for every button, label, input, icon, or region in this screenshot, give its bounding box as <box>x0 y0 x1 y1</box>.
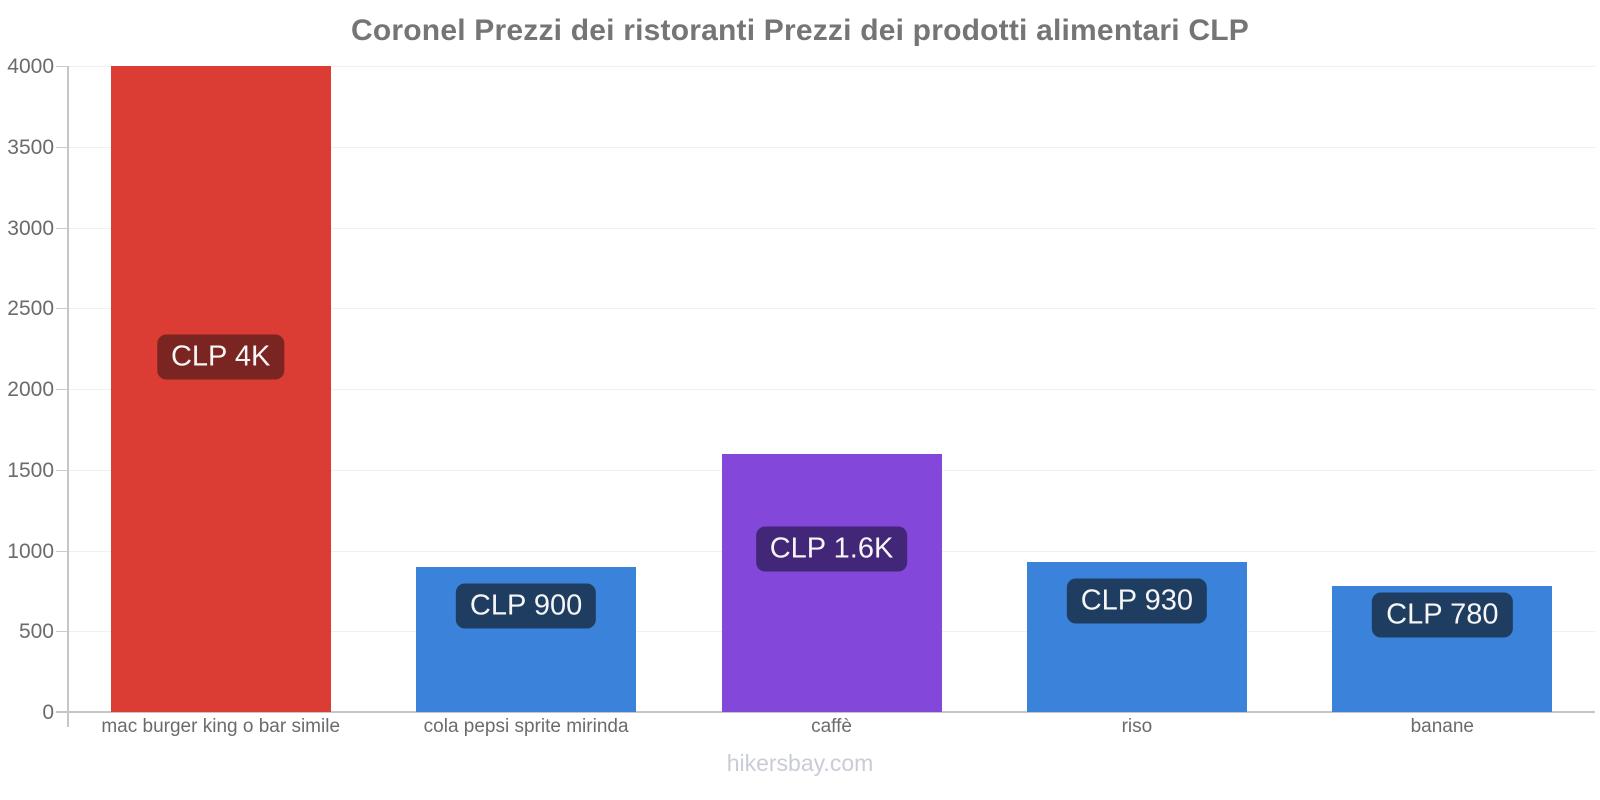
y-axis-tick <box>56 551 68 552</box>
x-category-label: riso <box>1121 716 1153 737</box>
bar-value-label: CLP 780 <box>1372 592 1513 638</box>
y-axis-tick <box>56 66 68 67</box>
bar-caffè[interactable] <box>721 453 942 712</box>
y-axis-tick <box>56 389 68 390</box>
y-tick-label: 3000 <box>7 217 54 240</box>
x-category-label: caffè <box>811 716 852 737</box>
chart-title: Coronel Prezzi dei ristoranti Prezzi dei… <box>351 14 1249 47</box>
gridline-2500 <box>68 308 1595 309</box>
bar-value-label: CLP 4K <box>156 334 285 380</box>
y-tick-label: 2500 <box>7 297 54 320</box>
y-axis-tick <box>56 308 68 309</box>
y-tick-label: 0 <box>42 701 54 724</box>
gridline-3000 <box>68 228 1595 229</box>
gridline-3500 <box>68 147 1595 148</box>
y-tick-label: 3500 <box>7 136 54 159</box>
bar-mac-burger-king-o-bar-simile[interactable] <box>110 66 331 712</box>
x-category-label: cola pepsi sprite mirinda <box>423 716 629 737</box>
x-category-label: banane <box>1410 716 1474 737</box>
y-tick-label: 1000 <box>7 540 54 563</box>
gridline-4000 <box>68 66 1595 67</box>
y-axis-tick <box>56 147 68 148</box>
bar-value-label: CLP 1.6K <box>755 526 908 572</box>
bar-value-label: CLP 930 <box>1066 578 1208 624</box>
watermark-text: hikersbay.com <box>726 750 874 776</box>
y-axis-tick <box>56 470 68 471</box>
y-tick-label: 500 <box>18 620 54 643</box>
bar-value-label: CLP 900 <box>455 583 597 629</box>
y-tick-label: 2000 <box>7 378 54 401</box>
y-axis-tick <box>56 228 68 229</box>
y-tick-label: 1500 <box>7 459 54 482</box>
gridline-2000 <box>68 389 1595 390</box>
y-axis-tick <box>56 631 68 632</box>
x-axis-line <box>56 711 1595 713</box>
x-category-label: mac burger king o bar simile <box>101 716 341 737</box>
y-tick-label: 4000 <box>7 55 54 78</box>
y-axis-line <box>67 66 69 727</box>
